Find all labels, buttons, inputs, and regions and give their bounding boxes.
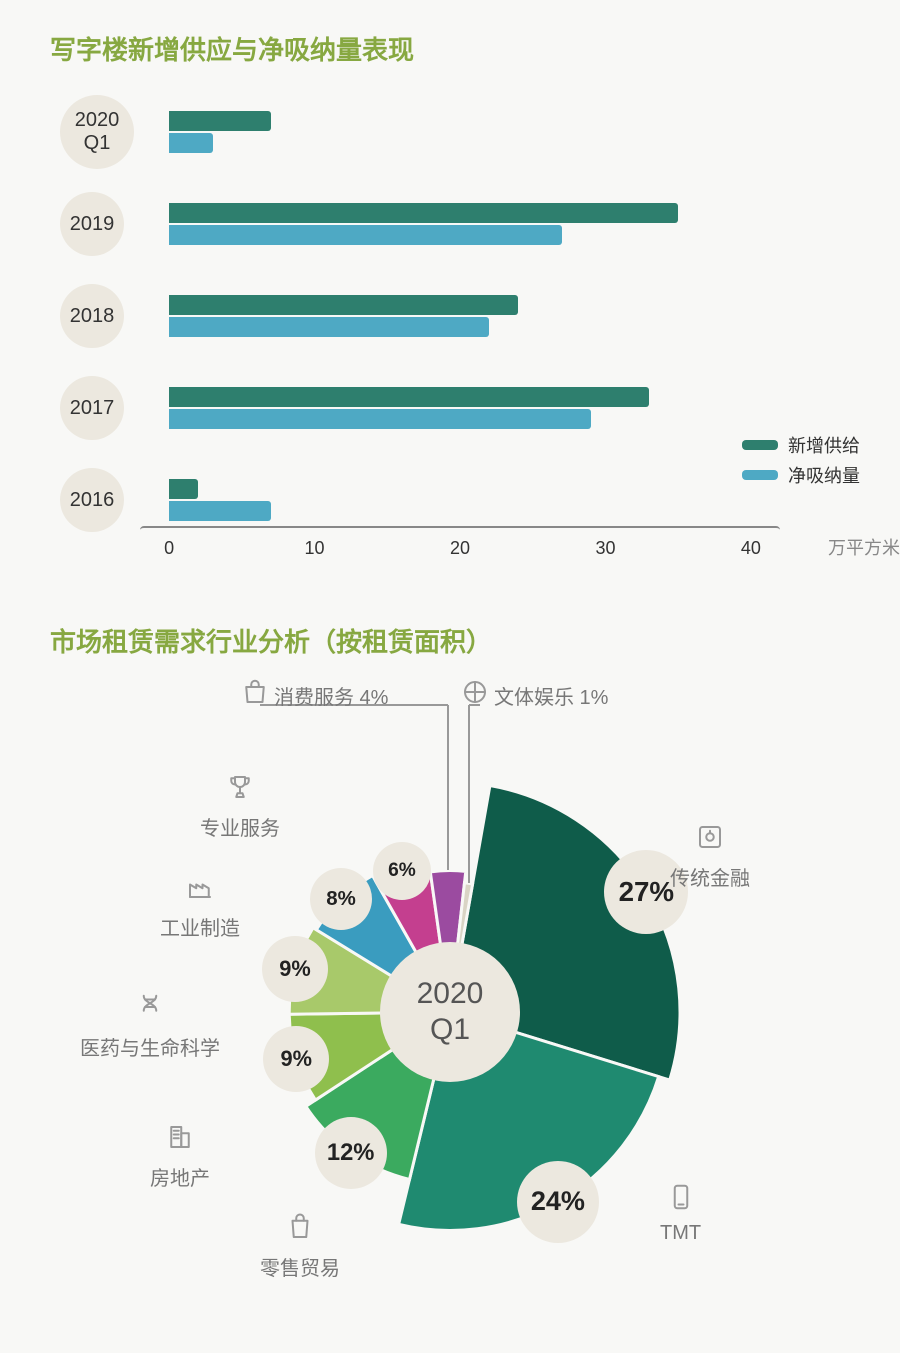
pie-label-realestate: 房地产 [150,1122,210,1191]
supply-bar [169,295,518,315]
bar-row: 2020Q1 [50,92,850,172]
axis-tick: 30 [595,538,615,559]
pie-label-text: 房地产 [150,1162,210,1191]
pie-label-tmt: TMT [660,1182,701,1245]
absorption-bar [169,409,591,429]
pie-label-text: 传统金融 [670,862,750,891]
axis-tick: 20 [450,538,470,559]
bag-icon [285,1212,315,1248]
bar-legend: 新增供给净吸纳量 [742,428,860,492]
legend-label: 净吸纳量 [788,462,860,488]
pie-label-pharma: 医药与生命科学 [80,992,220,1061]
pie-label-consumer: 消费服务 4% [240,677,388,713]
bar-chart-title: 写字楼新增供应与净吸纳量表现 [50,30,850,67]
pct-bubble-realestate: 9% [263,1026,329,1092]
pie-chart-section: 市场租赁需求行业分析（按租赁面积） 2020Q1 27%24%12%9%9%8%… [50,622,850,1322]
pie-chart: 2020Q1 27%24%12%9%9%8%6% [210,772,690,1252]
legend-label: 新增供给 [788,432,860,458]
pie-label-industry: 工业制造 [160,872,240,941]
leader-line [468,705,470,883]
shopbag-icon [240,677,270,713]
pct-bubble-professional: 6% [373,842,431,900]
legend-item: 新增供给 [742,432,860,458]
axis-tick: 40 [741,538,761,559]
legend-swatch [742,470,778,480]
safe-icon [695,822,725,858]
pie-chart-title: 市场租赁需求行业分析（按租赁面积） [50,622,850,659]
year-bubble: 2020Q1 [60,95,134,169]
bar-chart: 2020Q12019201820172016 010203040 万平方米 新增… [50,92,850,562]
bar-chart-section: 写字楼新增供应与净吸纳量表现 2020Q1 2019 2018 2017 2016 0 1… [50,30,850,562]
phone-icon [666,1182,696,1218]
pie-label-text: 工业制造 [160,912,240,941]
pct-bubble-industry: 8% [310,868,372,930]
factory-icon [185,872,215,908]
trophy-icon [225,772,255,808]
pie-label-finance: 传统金融 [670,822,750,891]
pie-label-text: 医药与生命科学 [80,1032,220,1061]
year-bubble: 2016 [60,468,124,532]
axis-tick: 0 [164,538,174,559]
supply-bar [169,387,649,407]
pie-center-label: 2020Q1 [380,942,520,1082]
year-bubble: 2019 [60,192,124,256]
axis-tick: 10 [305,538,325,559]
x-axis-unit: 万平方米 [828,534,900,560]
pie-label-text: 文体娱乐 1% [494,681,608,710]
dna-icon [135,992,165,1028]
x-axis: 010203040 万平方米 [140,526,780,562]
supply-bar [169,203,678,223]
pct-bubble-retail: 12% [315,1117,387,1189]
building-icon [165,1122,195,1158]
bar-row: 2017 [50,368,850,448]
absorption-bar [169,225,562,245]
pie-label-text: 零售贸易 [260,1252,340,1281]
pct-bubble-tmt: 24% [517,1161,599,1243]
supply-bar [169,479,198,499]
pie-label-retail: 零售贸易 [260,1212,340,1281]
year-bubble: 2018 [60,284,124,348]
year-bubble: 2017 [60,376,124,440]
legend-item: 净吸纳量 [742,462,860,488]
ball-icon [460,677,490,713]
pie-label-professional: 专业服务 [200,772,280,841]
pie-label-text: 消费服务 4% [274,681,388,710]
pct-bubble-pharma: 9% [262,936,328,1002]
bar-row: 2018 [50,276,850,356]
absorption-bar [169,133,213,153]
leader-line [447,705,449,870]
bar-row: 2019 [50,184,850,264]
legend-swatch [742,440,778,450]
absorption-bar [169,317,489,337]
pie-label-text: 专业服务 [200,812,280,841]
absorption-bar [169,501,271,521]
pie-label-text: TMT [660,1222,701,1245]
supply-bar [169,111,271,131]
pie-label-culture: 文体娱乐 1% [460,677,608,713]
